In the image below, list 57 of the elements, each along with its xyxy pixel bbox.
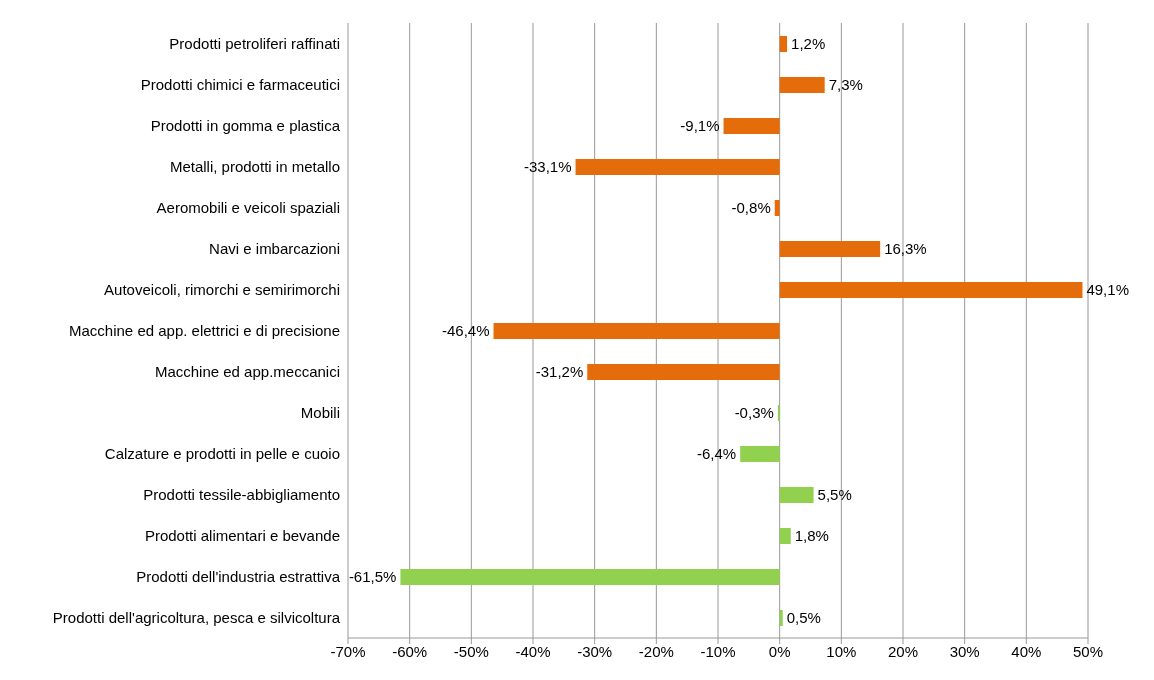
data-label: 7,3% <box>828 76 863 94</box>
y-tick-label: Mobili <box>300 403 340 421</box>
data-label: 1,8% <box>794 527 829 545</box>
bar <box>779 36 788 52</box>
data-label: 5,5% <box>817 486 852 504</box>
y-tick-label: Prodotti dell'industria estrattiva <box>136 567 341 585</box>
y-tick-label: Prodotti in gomma e plastica <box>150 116 341 134</box>
bar <box>779 487 814 503</box>
y-tick-label: Prodotti dell'agricoltura, pesca e silvicoltura <box>52 608 341 626</box>
bar <box>723 118 780 134</box>
data-label: 49,1% <box>1086 281 1129 299</box>
y-tick-label: Navi e imbarcazioni <box>209 239 340 257</box>
x-tick-label: -60% <box>392 642 428 660</box>
y-tick-label: Metalli, prodotti in metallo <box>169 157 340 175</box>
data-label: -0,3% <box>734 404 774 422</box>
bar <box>400 569 780 585</box>
bar <box>779 282 1083 298</box>
data-label: 0,5% <box>786 609 821 627</box>
y-tick-label: Macchine ed app.meccanici <box>154 362 340 380</box>
bar <box>740 446 780 462</box>
x-tick-label: 10% <box>826 642 857 660</box>
bar <box>575 159 780 175</box>
data-label: -46,4% <box>442 322 490 340</box>
bar <box>779 241 881 257</box>
x-tick-label: -70% <box>330 642 366 660</box>
data-label: -0,8% <box>731 199 771 217</box>
bar <box>774 200 780 216</box>
x-tick-label: -40% <box>515 642 551 660</box>
x-tick-label: -10% <box>700 642 736 660</box>
bar <box>779 528 791 544</box>
y-tick-label: Calzature e prodotti in pelle e cuoio <box>104 444 340 462</box>
x-tick-label: 50% <box>1072 642 1104 660</box>
bar <box>779 77 825 93</box>
data-label: 16,3% <box>884 240 927 258</box>
x-tick-label: -30% <box>577 642 613 660</box>
data-label: -9,1% <box>680 117 720 135</box>
x-tick-label: -20% <box>638 642 674 660</box>
x-tick-label: 40% <box>1011 642 1042 660</box>
y-tick-label: Prodotti alimentari e bevande <box>144 526 340 544</box>
bar <box>587 364 780 380</box>
y-tick-label: Macchine ed app. elettrici e di precisione <box>69 321 340 339</box>
y-tick-label: Autoveicoli, rimorchi e semirimorchi <box>104 280 340 298</box>
data-label: -31,2% <box>535 363 584 381</box>
data-label: -33,1% <box>524 158 572 176</box>
data-label: -61,5% <box>348 568 397 586</box>
y-tick-label: Prodotti petroliferi raffinati <box>169 34 340 52</box>
data-label: -6,4% <box>697 445 737 463</box>
bar <box>493 323 780 339</box>
x-tick-label: 30% <box>949 642 980 660</box>
y-tick-label: Aeromobili e veicoli spaziali <box>156 198 340 216</box>
x-tick-label: -50% <box>453 642 489 660</box>
data-label: 1,2% <box>791 35 826 53</box>
y-tick-label: Prodotti chimici e farmaceutici <box>140 75 340 93</box>
bar <box>779 610 783 626</box>
y-tick-label: Prodotti tessile-abbigliamento <box>143 485 340 503</box>
x-tick-label: 20% <box>887 642 919 660</box>
x-tick-label: 0% <box>768 642 791 660</box>
